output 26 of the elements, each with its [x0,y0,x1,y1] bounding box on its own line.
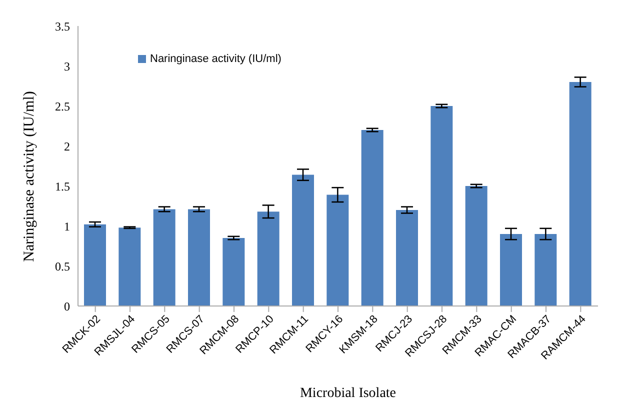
bar [396,210,418,306]
legend-label: Naringinase activity (IU/ml) [150,53,282,65]
bar [465,186,488,306]
bar [222,238,245,306]
y-tick-label: 3 [64,59,70,74]
y-tick-label: 0 [64,299,70,314]
bar [569,82,592,306]
y-tick-label: 1 [64,219,70,234]
x-axis-title: Microbial Isolate [298,386,398,402]
bar [500,234,522,306]
bar [257,212,280,306]
bar [430,106,453,306]
bar [534,234,557,306]
y-tick-label: 2.5 [55,99,70,114]
y-tick-label: 2 [64,139,70,154]
bar [153,209,176,306]
bar [84,224,106,306]
bar [361,130,384,306]
y-axis-title: Naringinase activity (IU/ml) [22,90,38,264]
bar [118,228,141,306]
y-tick-label: 3.5 [55,19,70,34]
bar [292,174,314,306]
bar [326,194,349,306]
bar [188,209,210,306]
y-tick-label: 0.5 [55,259,70,274]
y-tick-label: 1.5 [55,179,70,194]
